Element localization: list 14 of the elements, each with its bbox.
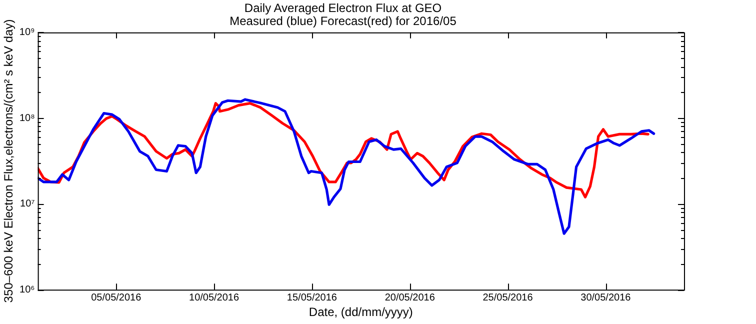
x-axis-title: Date, (dd/mm/yyyy) [308, 305, 413, 320]
y-tick-label: 10⁹ [19, 27, 35, 38]
x-tick-label: 05/05/2016 [91, 292, 142, 304]
x-tick-label: 15/05/2016 [286, 292, 338, 304]
y-tick-label: 10⁶ [20, 284, 35, 296]
y-tick-label: 10⁷ [20, 198, 36, 210]
y-tick-label: 10⁸ [19, 112, 35, 124]
x-tick-label: 10/05/2016 [189, 292, 240, 304]
x-tick-label: 30/05/2016 [580, 292, 632, 304]
chart-title: Daily Averaged Electron Flux at GEO [244, 0, 442, 15]
y-axis-title: 350–600 keV Electron Flux,electrons/(cm² s keV day) [2, 19, 16, 303]
chart-subtitle: Measured (blue) Forecast(red) for 2016/05 [230, 14, 457, 28]
x-tick-label: 25/05/2016 [482, 292, 534, 304]
x-tick-label: 20/05/2016 [384, 292, 436, 304]
